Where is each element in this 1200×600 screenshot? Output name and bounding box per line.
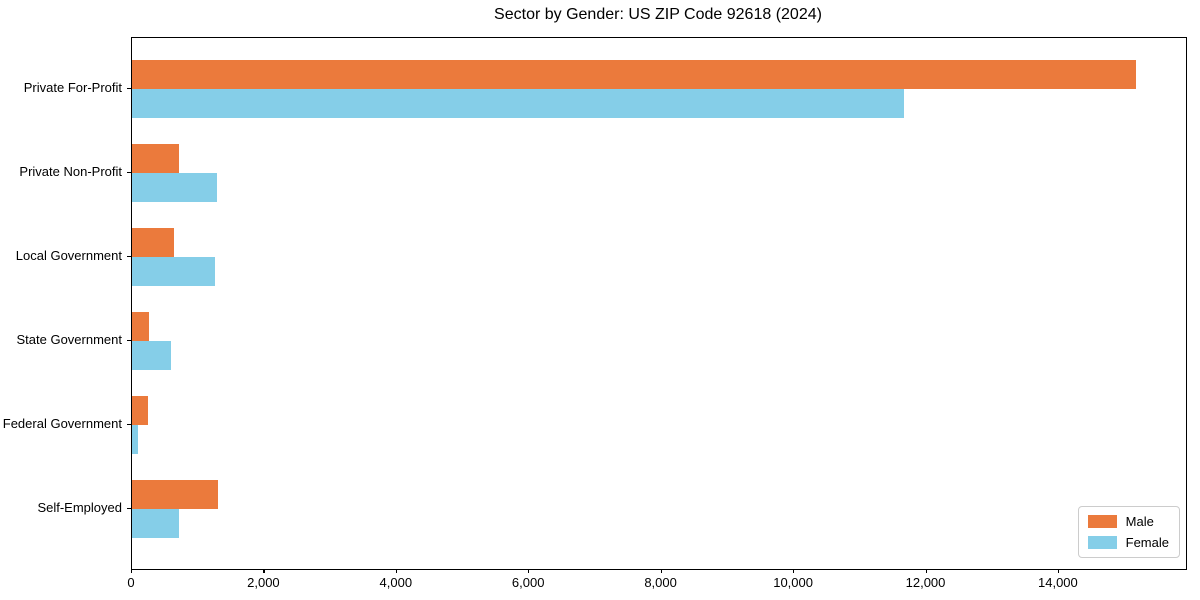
x-tick-mark	[925, 569, 927, 573]
x-tick-mark	[1057, 569, 1060, 573]
x-tick-mark	[263, 569, 265, 573]
y-tick-label: Federal Government	[2, 416, 122, 431]
y-tick-mark	[127, 340, 131, 342]
bar-female-private-non-profit	[132, 173, 217, 202]
legend-swatch-male	[1087, 515, 1117, 528]
bar-male-private-non-profit	[132, 144, 179, 173]
y-tick-mark	[127, 88, 131, 90]
bar-female-federal-government	[132, 425, 138, 454]
x-tick-label: 14,000	[1038, 575, 1078, 590]
x-tick-mark	[528, 569, 530, 573]
y-tick-label: State Government	[16, 332, 123, 347]
bar-female-self-employed	[132, 509, 179, 538]
x-tick-label: 10,000	[773, 575, 813, 590]
legend-swatch-female	[1087, 536, 1117, 549]
x-tick-mark	[660, 569, 662, 573]
bar-male-federal-government	[132, 396, 148, 425]
y-tick-label: Private For-Profit	[23, 80, 122, 95]
bar-male-self-employed	[132, 480, 219, 509]
x-tick-label: 6,000	[511, 575, 545, 590]
y-tick-label: Self-Employed	[37, 500, 122, 515]
y-tick-mark	[127, 508, 131, 510]
bar-male-private-for-profit	[132, 60, 1136, 89]
y-tick-mark	[127, 256, 131, 258]
x-tick-label: 0	[127, 575, 135, 590]
legend: Male Female	[1077, 506, 1180, 558]
y-tick-mark	[127, 424, 131, 426]
bar-male-state-government	[132, 312, 150, 341]
x-tick-label: 2,000	[247, 575, 280, 590]
bar-female-local-government	[132, 257, 215, 286]
legend-entry-male: Male	[1087, 514, 1169, 529]
y-tick-label: Local Government	[15, 248, 122, 263]
x-tick-label: 12,000	[905, 575, 946, 590]
x-tick-label: 8,000	[644, 575, 677, 590]
x-tick-mark	[131, 569, 133, 573]
y-tick-label: Private Non-Profit	[19, 164, 122, 179]
plot-area: Male Female	[131, 37, 1187, 570]
x-tick-label: 4,000	[379, 575, 413, 590]
bar-female-private-for-profit	[132, 89, 904, 118]
bar-female-state-government	[132, 341, 172, 370]
y-tick-mark	[127, 172, 131, 174]
legend-label: Female	[1125, 535, 1169, 550]
legend-entry-female: Female	[1087, 535, 1169, 550]
x-tick-mark	[793, 569, 795, 573]
x-tick-mark	[395, 569, 397, 573]
chart-title: Sector by Gender: US ZIP Code 92618 (202…	[494, 6, 822, 23]
legend-label: Male	[1125, 514, 1154, 529]
bar-male-local-government	[132, 228, 174, 257]
